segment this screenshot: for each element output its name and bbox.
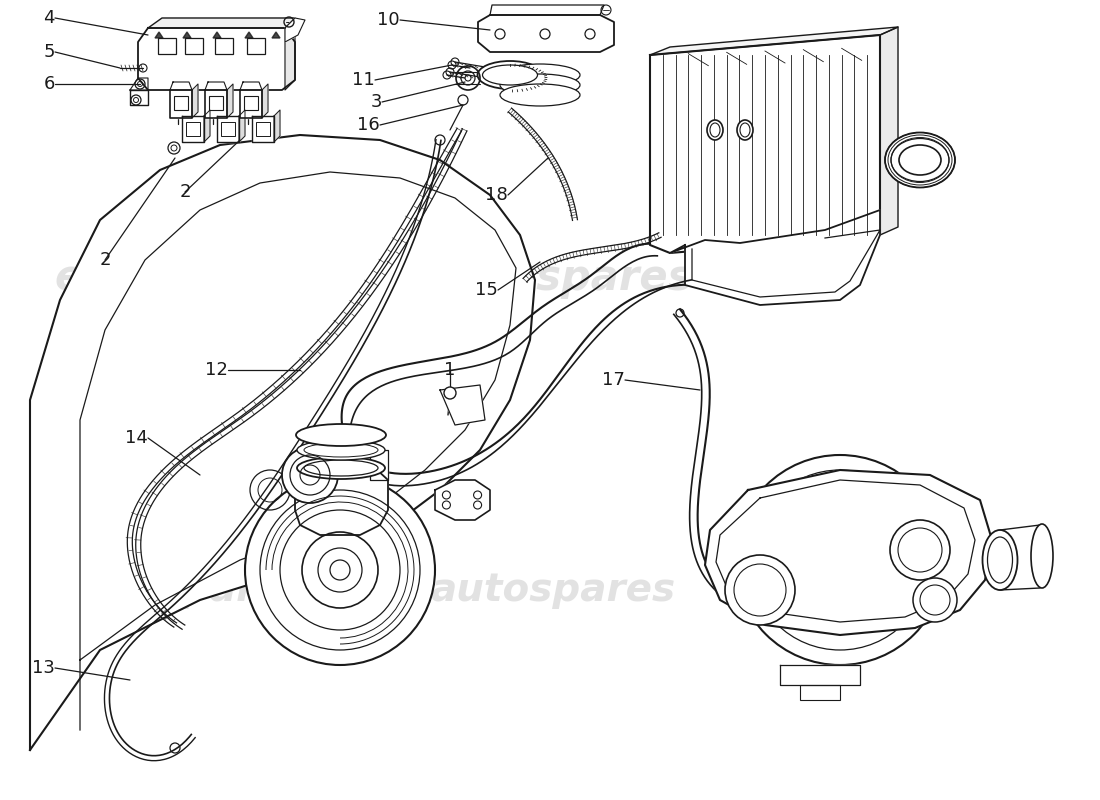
- Text: 15: 15: [475, 281, 498, 299]
- Text: 10: 10: [377, 11, 400, 29]
- Circle shape: [245, 475, 434, 665]
- Ellipse shape: [483, 65, 538, 85]
- Polygon shape: [670, 210, 880, 305]
- Ellipse shape: [899, 145, 940, 175]
- Text: 13: 13: [32, 659, 55, 677]
- Bar: [221, 122, 235, 136]
- Text: eurospares: eurospares: [60, 571, 306, 609]
- Bar: [209, 96, 223, 110]
- Ellipse shape: [297, 440, 385, 460]
- Polygon shape: [227, 84, 233, 118]
- Polygon shape: [705, 470, 992, 635]
- Polygon shape: [780, 665, 860, 685]
- Ellipse shape: [500, 64, 580, 86]
- Polygon shape: [252, 116, 274, 142]
- Polygon shape: [182, 116, 204, 142]
- Ellipse shape: [304, 443, 378, 457]
- Polygon shape: [262, 84, 268, 118]
- Polygon shape: [295, 468, 388, 535]
- Polygon shape: [155, 32, 163, 38]
- Bar: [158, 38, 176, 54]
- Text: 4: 4: [44, 9, 55, 27]
- Ellipse shape: [710, 123, 720, 137]
- Polygon shape: [274, 110, 280, 142]
- Text: 1: 1: [444, 361, 455, 379]
- Ellipse shape: [477, 61, 542, 89]
- Bar: [244, 96, 258, 110]
- Ellipse shape: [707, 120, 723, 140]
- Polygon shape: [650, 27, 898, 55]
- Polygon shape: [138, 28, 295, 90]
- Ellipse shape: [740, 123, 750, 137]
- Polygon shape: [192, 84, 198, 118]
- Ellipse shape: [500, 74, 580, 96]
- Polygon shape: [239, 110, 245, 142]
- Text: autospares: autospares: [430, 257, 692, 299]
- Text: 12: 12: [205, 361, 228, 379]
- Polygon shape: [490, 5, 604, 15]
- Text: 2: 2: [99, 251, 111, 269]
- Polygon shape: [205, 90, 227, 118]
- Text: 18: 18: [485, 186, 508, 204]
- Circle shape: [890, 520, 950, 580]
- Bar: [174, 96, 188, 110]
- Polygon shape: [213, 32, 221, 38]
- Text: autospares: autospares: [430, 571, 675, 609]
- Text: 16: 16: [358, 116, 379, 134]
- Polygon shape: [183, 32, 191, 38]
- Ellipse shape: [1031, 524, 1053, 588]
- Polygon shape: [478, 15, 614, 52]
- Polygon shape: [204, 110, 210, 142]
- Polygon shape: [148, 18, 295, 28]
- Circle shape: [735, 455, 945, 665]
- Text: 3: 3: [371, 93, 382, 111]
- Text: 5: 5: [44, 43, 55, 61]
- Text: 17: 17: [602, 371, 625, 389]
- Bar: [800, 685, 840, 700]
- Polygon shape: [130, 78, 148, 90]
- Ellipse shape: [296, 424, 386, 446]
- Circle shape: [913, 578, 957, 622]
- Bar: [248, 38, 265, 54]
- Polygon shape: [217, 116, 239, 142]
- Polygon shape: [434, 480, 490, 520]
- Polygon shape: [285, 18, 305, 42]
- Text: 2: 2: [179, 183, 190, 201]
- Polygon shape: [30, 135, 535, 750]
- Polygon shape: [650, 35, 880, 253]
- Text: eurospares: eurospares: [55, 257, 318, 299]
- Text: 11: 11: [352, 71, 375, 89]
- Ellipse shape: [988, 537, 1012, 583]
- Polygon shape: [440, 385, 485, 425]
- Polygon shape: [240, 90, 262, 118]
- Ellipse shape: [737, 120, 754, 140]
- Circle shape: [282, 447, 338, 503]
- Ellipse shape: [297, 457, 385, 479]
- Circle shape: [725, 555, 795, 625]
- Ellipse shape: [886, 133, 955, 187]
- Text: 14: 14: [125, 429, 148, 447]
- Text: 6: 6: [44, 75, 55, 93]
- Bar: [214, 38, 233, 54]
- Ellipse shape: [891, 138, 949, 182]
- Polygon shape: [130, 90, 148, 105]
- Ellipse shape: [304, 460, 378, 476]
- Polygon shape: [170, 82, 192, 90]
- Polygon shape: [170, 90, 192, 118]
- Circle shape: [444, 387, 456, 399]
- Bar: [256, 122, 270, 136]
- Ellipse shape: [500, 84, 580, 106]
- Polygon shape: [205, 82, 227, 90]
- Polygon shape: [295, 450, 310, 480]
- Bar: [186, 122, 200, 136]
- Polygon shape: [370, 450, 388, 480]
- Polygon shape: [272, 32, 280, 38]
- Polygon shape: [285, 18, 295, 90]
- Bar: [185, 38, 204, 54]
- Ellipse shape: [982, 530, 1018, 590]
- Polygon shape: [245, 32, 253, 38]
- Polygon shape: [880, 27, 898, 235]
- Polygon shape: [240, 82, 262, 90]
